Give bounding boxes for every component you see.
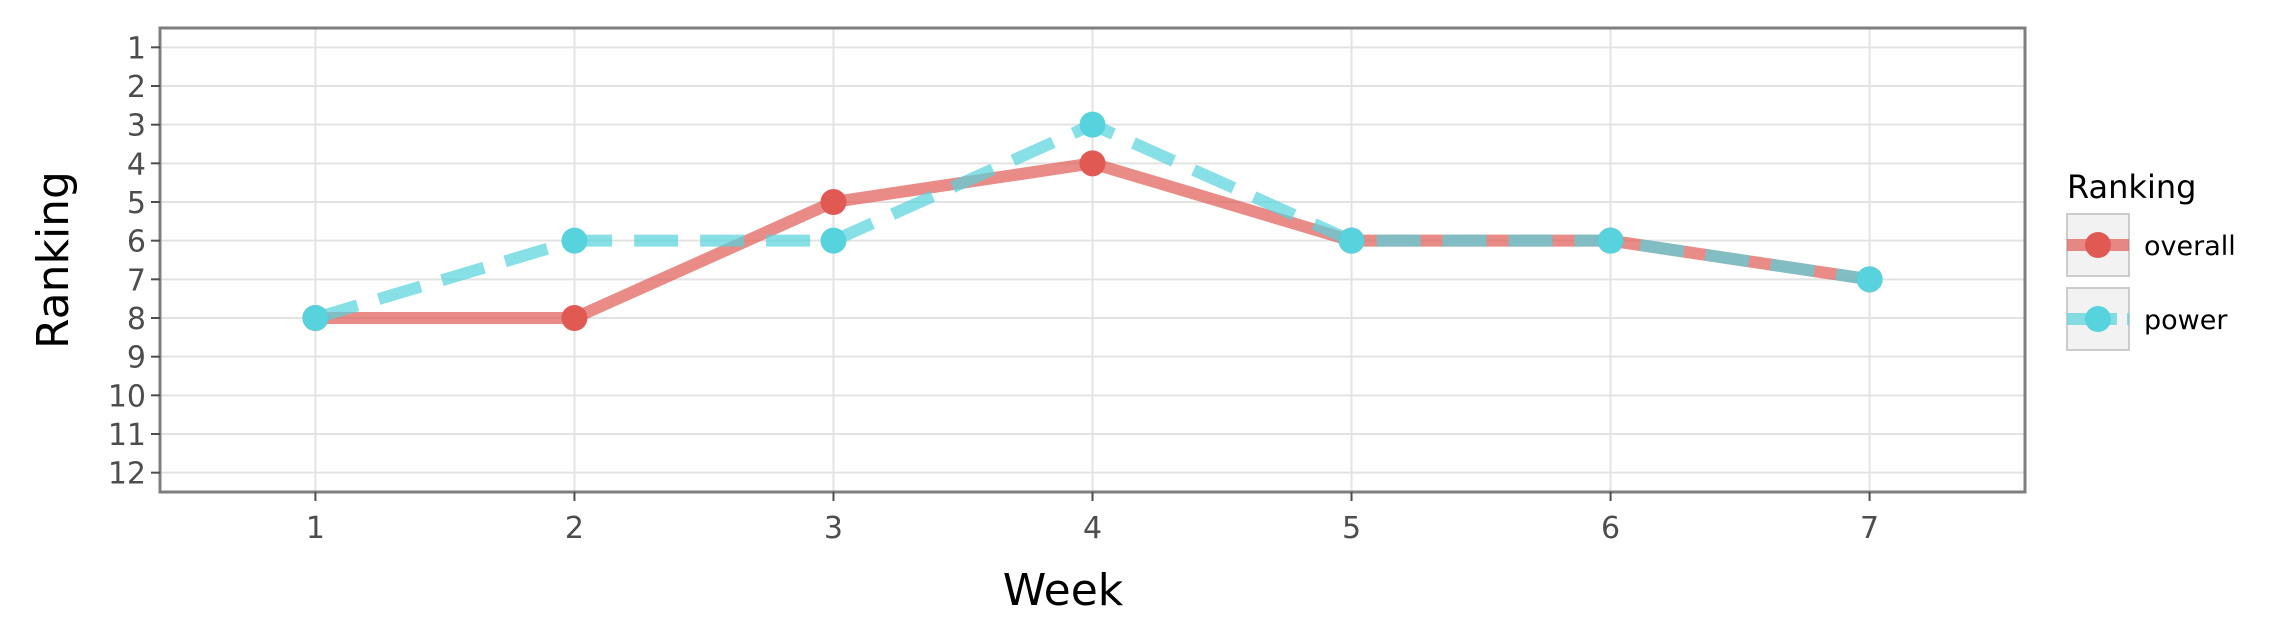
legend-key-point-overall [2085,232,2111,258]
y-tick-label: 10 [108,379,146,414]
x-tick-label: 7 [1860,511,1879,546]
axis-ticks [151,46,1871,501]
x-axis-title: Week [1003,565,1124,616]
x-tick-label: 3 [824,511,843,546]
y-tick-label: 3 [127,109,146,144]
legend: Ranking overall power [2066,168,2236,351]
legend-label-overall: overall [2144,231,2236,262]
data-point-overall [820,189,847,215]
data-point-power [820,227,847,254]
y-tick-label: 4 [127,147,146,182]
y-tick-label: 8 [127,302,146,337]
y-axis-title: Ranking [28,171,79,349]
x-tick-label: 6 [1601,511,1620,546]
x-tick-label: 1 [306,511,325,546]
y-tick-label: 2 [127,70,146,105]
y-tick-label: 6 [127,225,146,260]
y-tick-label: 11 [108,418,146,453]
data-point-power [561,227,588,254]
y-tick-label: 5 [127,186,146,221]
y-tick-label: 1 [127,31,146,66]
data-point-power [302,305,329,331]
legend-title: Ranking [2067,168,2196,206]
x-tick-labels: 1 2 3 4 5 6 7 [306,511,1879,546]
legend-key-point-power [2085,306,2111,332]
data-point-power [1338,227,1365,254]
data-points [302,111,1883,331]
x-tick-label: 4 [1083,511,1102,546]
x-tick-label: 5 [1342,511,1361,546]
y-tick-label: 9 [127,341,146,376]
y-tick-label: 12 [108,457,146,492]
data-point-power [1079,111,1106,138]
data-point-power [1856,266,1883,293]
data-point-overall [561,305,588,331]
data-point-power [1597,227,1624,254]
legend-label-power: power [2144,305,2228,336]
y-tick-label: 7 [127,263,146,298]
data-point-overall [1079,150,1106,177]
x-tick-label: 2 [565,511,584,546]
legend-items: overall power [2066,213,2236,351]
